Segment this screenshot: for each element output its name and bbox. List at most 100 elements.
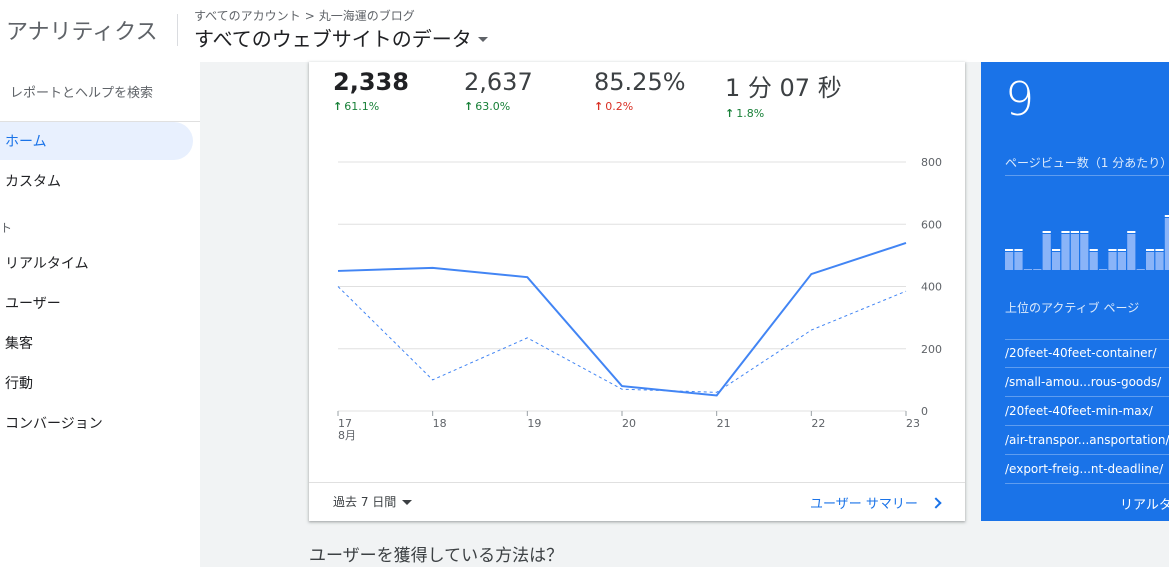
active-page-link[interactable]: /small-amou...rous-goods/ (1005, 375, 1162, 389)
pageview-bar-cap (1117, 249, 1126, 251)
pageview-bar (1014, 252, 1023, 270)
audience-overview-card: 2,338 ↑ 61.1% 2,637 ↑ 63.0% 85.25% ↑ 0.2… (309, 62, 965, 521)
metric-delta: ↑ 63.0% (464, 100, 533, 113)
sidebar-item-conversions[interactable]: コンバージョン (0, 404, 193, 442)
pageview-bar (1127, 234, 1136, 270)
pageview-bar-cap (1052, 249, 1061, 251)
metric-value: 85.25% (594, 68, 686, 96)
breadcrumb-account[interactable]: すべてのアカウント (194, 9, 301, 23)
pageview-bar-cap (1005, 249, 1014, 251)
realtime-divider (1005, 367, 1169, 368)
report-search-input[interactable]: レポートとヘルプを検索 (10, 86, 154, 101)
active-page-link[interactable]: /20feet-40feet-container/ (1005, 346, 1157, 360)
realtime-divider (1005, 454, 1169, 455)
active-page-link[interactable]: /export-freig...nt-deadline/ (1005, 462, 1164, 476)
realtime-report-link[interactable]: リアルタ (1120, 498, 1169, 513)
sidebar-item-acquisition[interactable]: 集客 (0, 324, 193, 362)
pageview-bar-cap (1127, 231, 1136, 233)
pageview-bar-empty (1023, 269, 1032, 270)
metric-session-duration[interactable]: 1 分 07 秒 ↑ 1.8% (725, 68, 842, 120)
metric-delta-value: 1.8% (736, 107, 765, 120)
metric-sessions[interactable]: 2,637 ↑ 63.0% (464, 68, 533, 113)
pageview-bar-cap (1108, 249, 1117, 251)
pageview-bar-cap (1164, 215, 1169, 217)
sidebar-item-label: コンバージョン (5, 416, 103, 432)
arrow-up-icon: ↑ (594, 100, 604, 113)
audience-summary-link[interactable]: ユーザー サマリー (810, 493, 942, 512)
y-tick-label: 200 (921, 343, 942, 356)
realtime-divider (1005, 339, 1169, 340)
pageview-bar-cap (1155, 249, 1164, 251)
chevron-right-icon: > (304, 8, 315, 23)
top-header: アナリティクス すべてのアカウント > 丸一海運のブログ すべてのウェブサイトの… (0, 0, 1169, 62)
top-active-pages-label: 上位のアクティブ ページ (1005, 301, 1140, 315)
pageview-bar (1155, 252, 1164, 270)
dropdown-caret-icon (477, 37, 488, 42)
acquisition-section-title: ユーザーを獲得している方法は？ (309, 546, 564, 566)
realtime-divider (1005, 483, 1169, 484)
app-title: アナリティクス (6, 20, 158, 45)
series-line-comparison (337, 286, 907, 393)
pageview-bar (1080, 234, 1089, 270)
metric-value: 1 分 07 秒 (725, 74, 842, 102)
y-tick-label: 400 (921, 281, 942, 294)
x-tick-label: 19 (527, 417, 541, 430)
view-name: すべてのウェブサイトのデータ (194, 27, 472, 51)
metric-bounce-rate[interactable]: 85.25% ↑ 0.2% (594, 68, 686, 113)
realtime-divider (1005, 175, 1169, 176)
arrow-up-icon: ↑ (725, 107, 735, 120)
metric-delta-value: 0.2% (605, 100, 634, 113)
active-users-count: 9 (1005, 72, 1035, 126)
pageview-bar-cap (1042, 231, 1051, 233)
pageview-bar-empty (1033, 269, 1042, 270)
sidebar-item-realtime[interactable]: リアルタイム (0, 244, 193, 282)
pageview-bar (1108, 252, 1117, 270)
metric-value: 2,637 (464, 68, 533, 96)
view-selector[interactable]: すべてのウェブサイトのデータ (194, 23, 488, 52)
sidebar-item-label: 集客 (5, 336, 33, 352)
sidebar: レポートとヘルプを検索 ホーム カスタム ト リアルタイム ユーザー 集客 行動… (0, 62, 200, 567)
pageview-bar-cap (1061, 231, 1070, 233)
pageviews-per-minute-label: ページビュー数（1 分あたり） (1005, 156, 1169, 170)
sidebar-item-audience[interactable]: ユーザー (0, 284, 193, 322)
pageview-bar-cap (1014, 249, 1023, 251)
sidebar-item-label: ホーム (5, 134, 47, 150)
sidebar-item-label: リアルタイム (5, 256, 89, 272)
y-tick-label: 600 (921, 218, 942, 231)
breadcrumb-property[interactable]: 丸一海運のブログ (318, 9, 415, 23)
breadcrumb[interactable]: すべてのアカウント > 丸一海運のブログ (194, 7, 415, 24)
date-range-selector[interactable]: 過去 7 日間 (333, 493, 413, 510)
pageview-bar-cap (1146, 249, 1155, 251)
pageview-bar (1164, 218, 1169, 270)
x-tick-sublabel: 8月 (338, 429, 356, 442)
x-tick-label: 20 (622, 417, 636, 430)
x-tick-label: 21 (717, 417, 731, 430)
sidebar-item-custom[interactable]: カスタム (0, 162, 193, 200)
sidebar-item-home[interactable]: ホーム (0, 122, 193, 160)
date-range-label: 過去 7 日間 (333, 495, 397, 509)
metric-delta: ↑ 0.2% (594, 100, 686, 113)
sidebar-divider (0, 121, 200, 122)
active-page-link[interactable]: /air-transpor...ansportation/ (1005, 433, 1169, 447)
realtime-card: 9 ページビュー数（1 分あたり） 上位のアクティブ ページ /20feet-4… (981, 62, 1169, 521)
users-line-chart: 800 600 400 200 0 17 18 19 20 21 22 23 8月 (337, 156, 942, 442)
chevron-right-icon (930, 496, 942, 509)
sidebar-item-label: ユーザー (5, 296, 61, 312)
realtime-divider (1005, 425, 1169, 426)
series-line-current (337, 241, 907, 397)
x-tick-label: 23 (906, 417, 920, 430)
x-tick-label: 17 (338, 417, 352, 430)
metric-users[interactable]: 2,338 ↑ 61.1% (333, 68, 409, 113)
y-tick-label: 0 (921, 405, 928, 418)
dropdown-caret-icon (402, 500, 413, 505)
pageviews-bar-chart (1005, 215, 1169, 270)
metric-value: 2,338 (333, 68, 409, 96)
active-page-link[interactable]: /20feet-40feet-min-max/ (1005, 404, 1153, 418)
pageview-bar-cap (1070, 231, 1079, 233)
sidebar-item-behavior[interactable]: 行動 (0, 364, 193, 402)
pageview-bar (1070, 234, 1079, 270)
sidebar-item-label: 行動 (5, 376, 33, 392)
pageview-bar (1117, 252, 1126, 270)
pageview-bar (1061, 234, 1070, 270)
